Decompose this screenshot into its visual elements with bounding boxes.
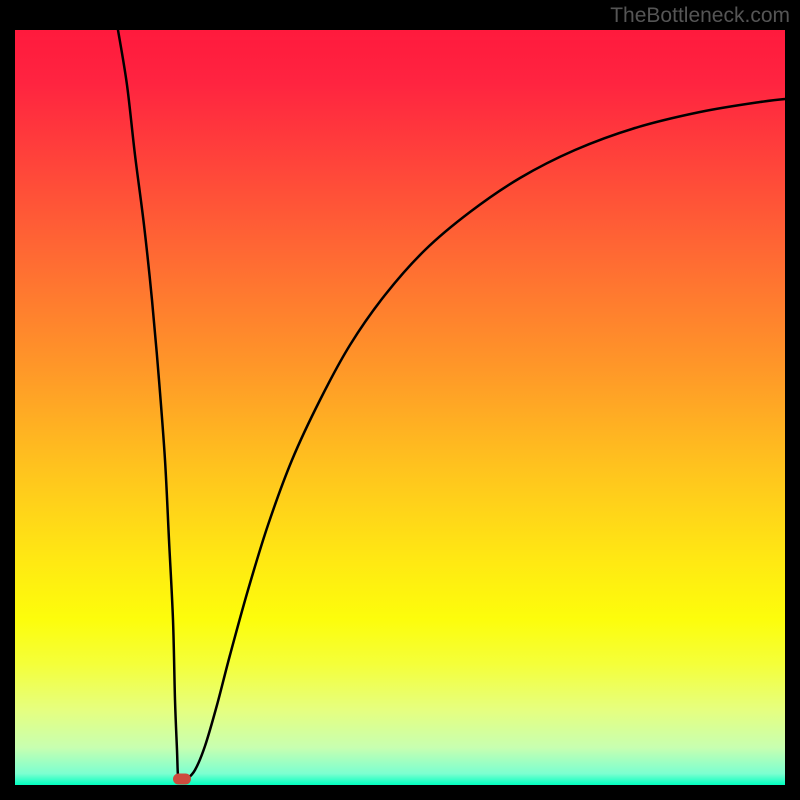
bottleneck-chart: TheBottleneck.com bbox=[0, 0, 800, 800]
watermark-text: TheBottleneck.com bbox=[610, 4, 790, 27]
optimal-point-marker bbox=[173, 774, 191, 785]
chart-container: TheBottleneck.com bbox=[0, 0, 800, 800]
gradient-background bbox=[15, 30, 785, 785]
